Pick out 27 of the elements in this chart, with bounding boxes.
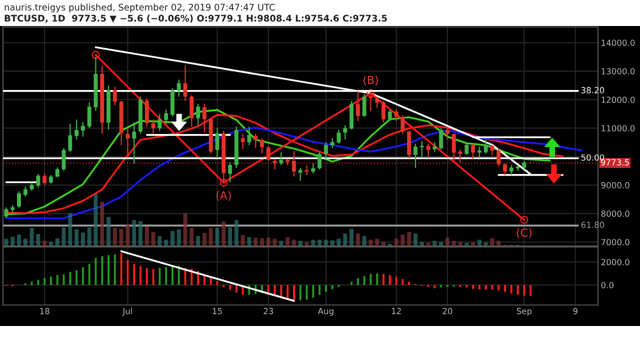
x-tick-label: 9 xyxy=(573,308,578,314)
x-tick-label: 23 xyxy=(264,308,274,314)
chart-title: nauris.treigys published, September 02, 2019 07:47:47 UTC xyxy=(4,4,275,12)
annotation: (C) xyxy=(516,228,532,238)
annotation: 50.00 xyxy=(581,154,604,161)
annotation: (A) xyxy=(216,190,231,201)
ref-line-label: 9773.5 xyxy=(600,159,629,166)
y-tick-label: 12000.0 xyxy=(602,96,635,103)
x-tick-label: Jul xyxy=(122,308,132,316)
y-tick-label: 2000.0 xyxy=(601,258,630,266)
y-tick-label: 9000.0 xyxy=(601,182,630,188)
chart-subtitle: BTCUSD, 1D 9773.5 ▼ −5.6 (−0.06%) O:9779.1 H:9808.4 L:9754.6 C:9773.5 xyxy=(4,14,387,23)
annotation: 61.80 xyxy=(581,222,604,228)
x-tick-label: 12 xyxy=(392,308,401,314)
x-tick-label: Sep xyxy=(516,308,532,316)
annotation: 38.20 xyxy=(581,87,604,94)
y-tick-label: 8000.0 xyxy=(601,210,630,217)
x-tick-label: 20 xyxy=(442,308,452,314)
annotation: (B) xyxy=(364,76,378,86)
y-tick-label: 7000.0 xyxy=(601,238,630,246)
x-tick-label: 15 xyxy=(212,308,222,314)
y-tick-label: 11000.0 xyxy=(602,125,635,132)
x-tick-label: Aug xyxy=(318,308,334,316)
y-tick-label: 14000.0 xyxy=(602,40,635,46)
y-tick-label: 13000.0 xyxy=(602,68,635,74)
x-tick-label: 18 xyxy=(40,308,50,314)
y-tick-label: 0.0 xyxy=(601,282,614,288)
